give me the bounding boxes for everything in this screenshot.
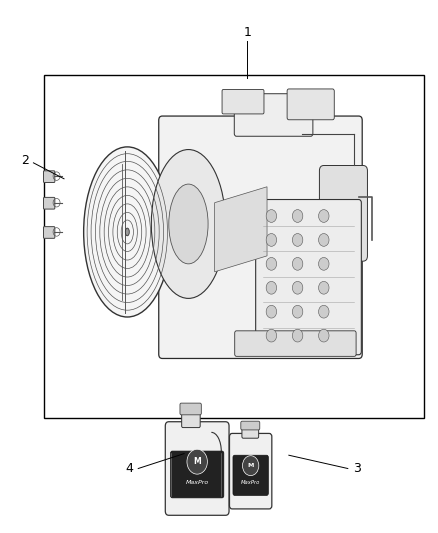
FancyBboxPatch shape <box>287 89 334 120</box>
Text: MaxPro: MaxPro <box>186 480 209 486</box>
Ellipse shape <box>84 147 171 317</box>
Circle shape <box>318 305 329 318</box>
FancyBboxPatch shape <box>230 433 272 509</box>
Circle shape <box>318 209 329 222</box>
Circle shape <box>318 329 329 342</box>
FancyBboxPatch shape <box>43 197 55 209</box>
FancyBboxPatch shape <box>165 422 229 515</box>
Circle shape <box>318 233 329 246</box>
Text: 1: 1 <box>244 26 251 39</box>
Text: 3: 3 <box>353 462 360 475</box>
Circle shape <box>292 329 303 342</box>
FancyBboxPatch shape <box>222 90 264 114</box>
Circle shape <box>243 456 259 475</box>
Circle shape <box>266 281 277 294</box>
FancyBboxPatch shape <box>170 451 224 498</box>
Text: M: M <box>247 463 254 468</box>
FancyBboxPatch shape <box>43 227 55 238</box>
FancyBboxPatch shape <box>43 171 55 182</box>
Text: MaxPro: MaxPro <box>241 480 260 486</box>
Circle shape <box>266 305 277 318</box>
FancyBboxPatch shape <box>180 403 201 415</box>
Ellipse shape <box>169 184 208 264</box>
FancyBboxPatch shape <box>235 331 356 357</box>
Circle shape <box>187 449 207 474</box>
Circle shape <box>318 257 329 270</box>
FancyBboxPatch shape <box>256 199 361 355</box>
Text: M: M <box>193 457 201 466</box>
FancyBboxPatch shape <box>159 116 362 359</box>
Circle shape <box>292 305 303 318</box>
FancyBboxPatch shape <box>241 421 260 430</box>
Circle shape <box>266 329 277 342</box>
FancyBboxPatch shape <box>242 427 259 438</box>
Text: 2: 2 <box>21 154 28 167</box>
FancyBboxPatch shape <box>319 165 367 261</box>
Text: 4: 4 <box>126 462 134 475</box>
Ellipse shape <box>125 228 129 236</box>
Circle shape <box>292 233 303 246</box>
FancyBboxPatch shape <box>182 411 200 427</box>
Bar <box>44 75 424 418</box>
Circle shape <box>266 257 277 270</box>
Ellipse shape <box>151 150 226 298</box>
Polygon shape <box>215 187 267 272</box>
Circle shape <box>266 209 277 222</box>
FancyBboxPatch shape <box>234 94 313 136</box>
Circle shape <box>292 209 303 222</box>
Circle shape <box>266 233 277 246</box>
Circle shape <box>318 281 329 294</box>
Circle shape <box>292 281 303 294</box>
FancyBboxPatch shape <box>233 455 268 495</box>
Circle shape <box>292 257 303 270</box>
